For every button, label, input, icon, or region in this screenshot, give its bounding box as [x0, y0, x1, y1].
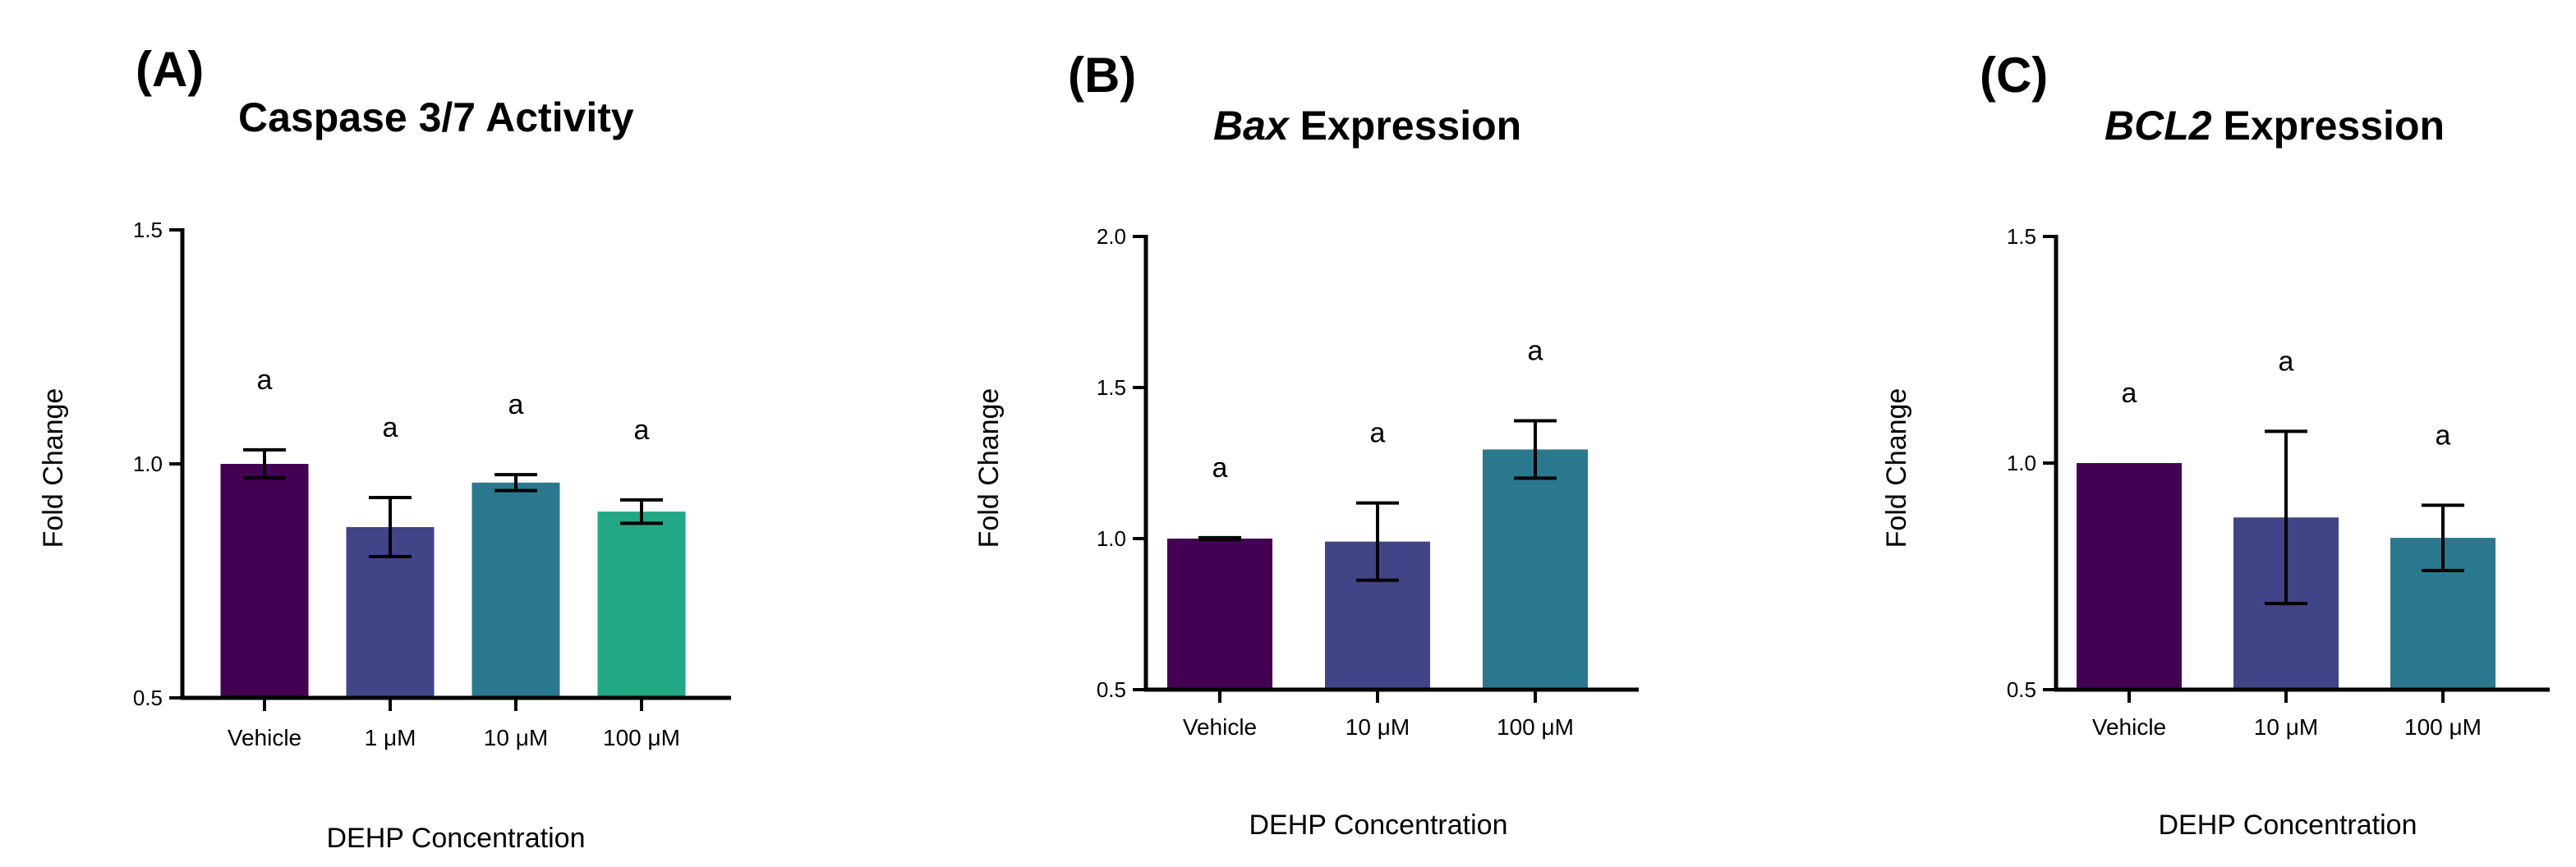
panel-a-bar-3	[472, 482, 560, 698]
panel-c-ylabel: Fold Change	[1881, 388, 1912, 548]
panel-a-label: (A)	[136, 42, 204, 97]
panel-c-y-tick-label-3: 1.5	[2007, 224, 2036, 249]
panel-a-error-bar-4	[620, 498, 663, 525]
panel-b-label: (B)	[1068, 48, 1136, 103]
panel-c-title-italic: BCL2	[2104, 103, 2212, 149]
panel-b-x-tick-label-2: 10 μM	[1346, 714, 1410, 740]
panel-b-x-tick-label-3: 100 μM	[1497, 714, 1574, 740]
panel-b-y-tick-label-2: 1.0	[1097, 526, 1126, 551]
panel-a-error-bar-3	[494, 473, 537, 493]
panel-b-plot: a Vehicle a 10 μM a 100 μM 0.5 1.0 1.5 2.0	[1097, 224, 1639, 740]
panel-c-y-tick-label-1: 0.5	[2007, 677, 2036, 702]
panel-c-plot: a Vehicle a 10 μM a 100 μM 0.5 1.0 1.5	[2007, 224, 2550, 740]
panel-b-significance-letter-2: a	[1370, 418, 1386, 449]
panel-a-significance-letter-2: a	[383, 412, 398, 443]
panel-c-x-tick-label-3: 100 μM	[2404, 714, 2482, 740]
panel-c-xlabel: DEHP Concentration	[2159, 810, 2417, 841]
panel-b-bar-1	[1167, 539, 1272, 690]
panel-b-title-text: Expression	[1289, 103, 1521, 149]
panel-b-xlabel: DEHP Concentration	[1249, 810, 1508, 841]
panel-a-ylabel: Fold Change	[38, 388, 69, 548]
panel-b-ylabel: Fold Change	[973, 388, 1005, 548]
panel-a-x-tick-label-3: 10 μM	[484, 725, 548, 750]
panel-c-label: (C)	[1980, 48, 2048, 103]
panel-b-significance-letter-3: a	[1528, 335, 1543, 366]
panel-a-x-tick-label-1: Vehicle	[228, 725, 301, 750]
panel-b-y-tick-label-1: 0.5	[1097, 677, 1126, 702]
panel-b: (B) Bax Expression Fold Change DEHP Conc…	[973, 48, 1639, 841]
panel-c-significance-letter-1: a	[2122, 378, 2137, 409]
panel-a-x-tick-label-4: 100 μM	[603, 725, 680, 750]
panel-c-significance-letter-3: a	[2436, 420, 2451, 451]
panel-a-error-bar-2	[369, 496, 412, 558]
panel-c-significance-letter-2: a	[2279, 346, 2294, 377]
panel-a-significance-letter-4: a	[634, 415, 650, 446]
panel-c-bar-1	[2077, 463, 2182, 690]
panel-b-title-italic: Bax	[1213, 103, 1290, 149]
panel-a-bar-1	[220, 464, 309, 698]
panel-c-x-tick-label-2: 10 μM	[2254, 714, 2318, 740]
panel-c-error-bar-2	[2265, 429, 2307, 606]
panel-c-title-text: Expression	[2212, 103, 2445, 149]
panel-a-title-text: Caspase 3/7 Activity	[238, 94, 634, 140]
panel-b-bar-3	[1483, 449, 1588, 690]
panel-a-xlabel: DEHP Concentration	[327, 823, 586, 854]
panel-a-error-bar-1	[243, 447, 286, 480]
panel-c-error-bar-3	[2422, 503, 2464, 572]
panel-b-error-bar-2	[1356, 501, 1399, 582]
panel-c-y-tick-label-2: 1.0	[2007, 451, 2036, 475]
panel-b-title: Bax Expression	[1213, 103, 1521, 149]
panel-a-significance-letter-3: a	[508, 389, 524, 420]
panel-a-y-tick-label-2: 1.0	[133, 452, 163, 476]
panel-a-significance-letter-1: a	[257, 365, 273, 396]
panel-b-y-tick-label-3: 1.5	[1097, 375, 1126, 400]
panel-a-bar-4	[597, 511, 686, 698]
panel-b-y-tick-label-4: 2.0	[1097, 224, 1126, 249]
panel-a: (A) Caspase 3/7 Activity Fold Change DEH…	[38, 42, 731, 854]
panel-b-error-bar-3	[1514, 419, 1557, 480]
panel-c-title: BCL2 Expression	[2104, 103, 2445, 149]
panel-a-x-tick-label-2: 1 μM	[365, 725, 416, 750]
panel-b-significance-letter-1: a	[1212, 452, 1228, 484]
panel-a-y-tick-label-3: 1.5	[133, 218, 163, 242]
panel-c-x-tick-label-1: Vehicle	[2092, 714, 2166, 740]
panel-c: (C) BCL2 Expression Fold Change DEHP Con…	[1881, 48, 2550, 841]
panel-b-error-bar-1	[1198, 535, 1241, 542]
panel-a-plot: a Vehicle a 1 μM a 10 μM a 100 μM 0.5 1.0 1.5	[133, 218, 731, 750]
panel-b-x-tick-label-1: Vehicle	[1183, 714, 1257, 740]
panel-a-y-tick-label-1: 0.5	[133, 686, 163, 710]
panel-a-title: Caspase 3/7 Activity	[238, 94, 634, 140]
